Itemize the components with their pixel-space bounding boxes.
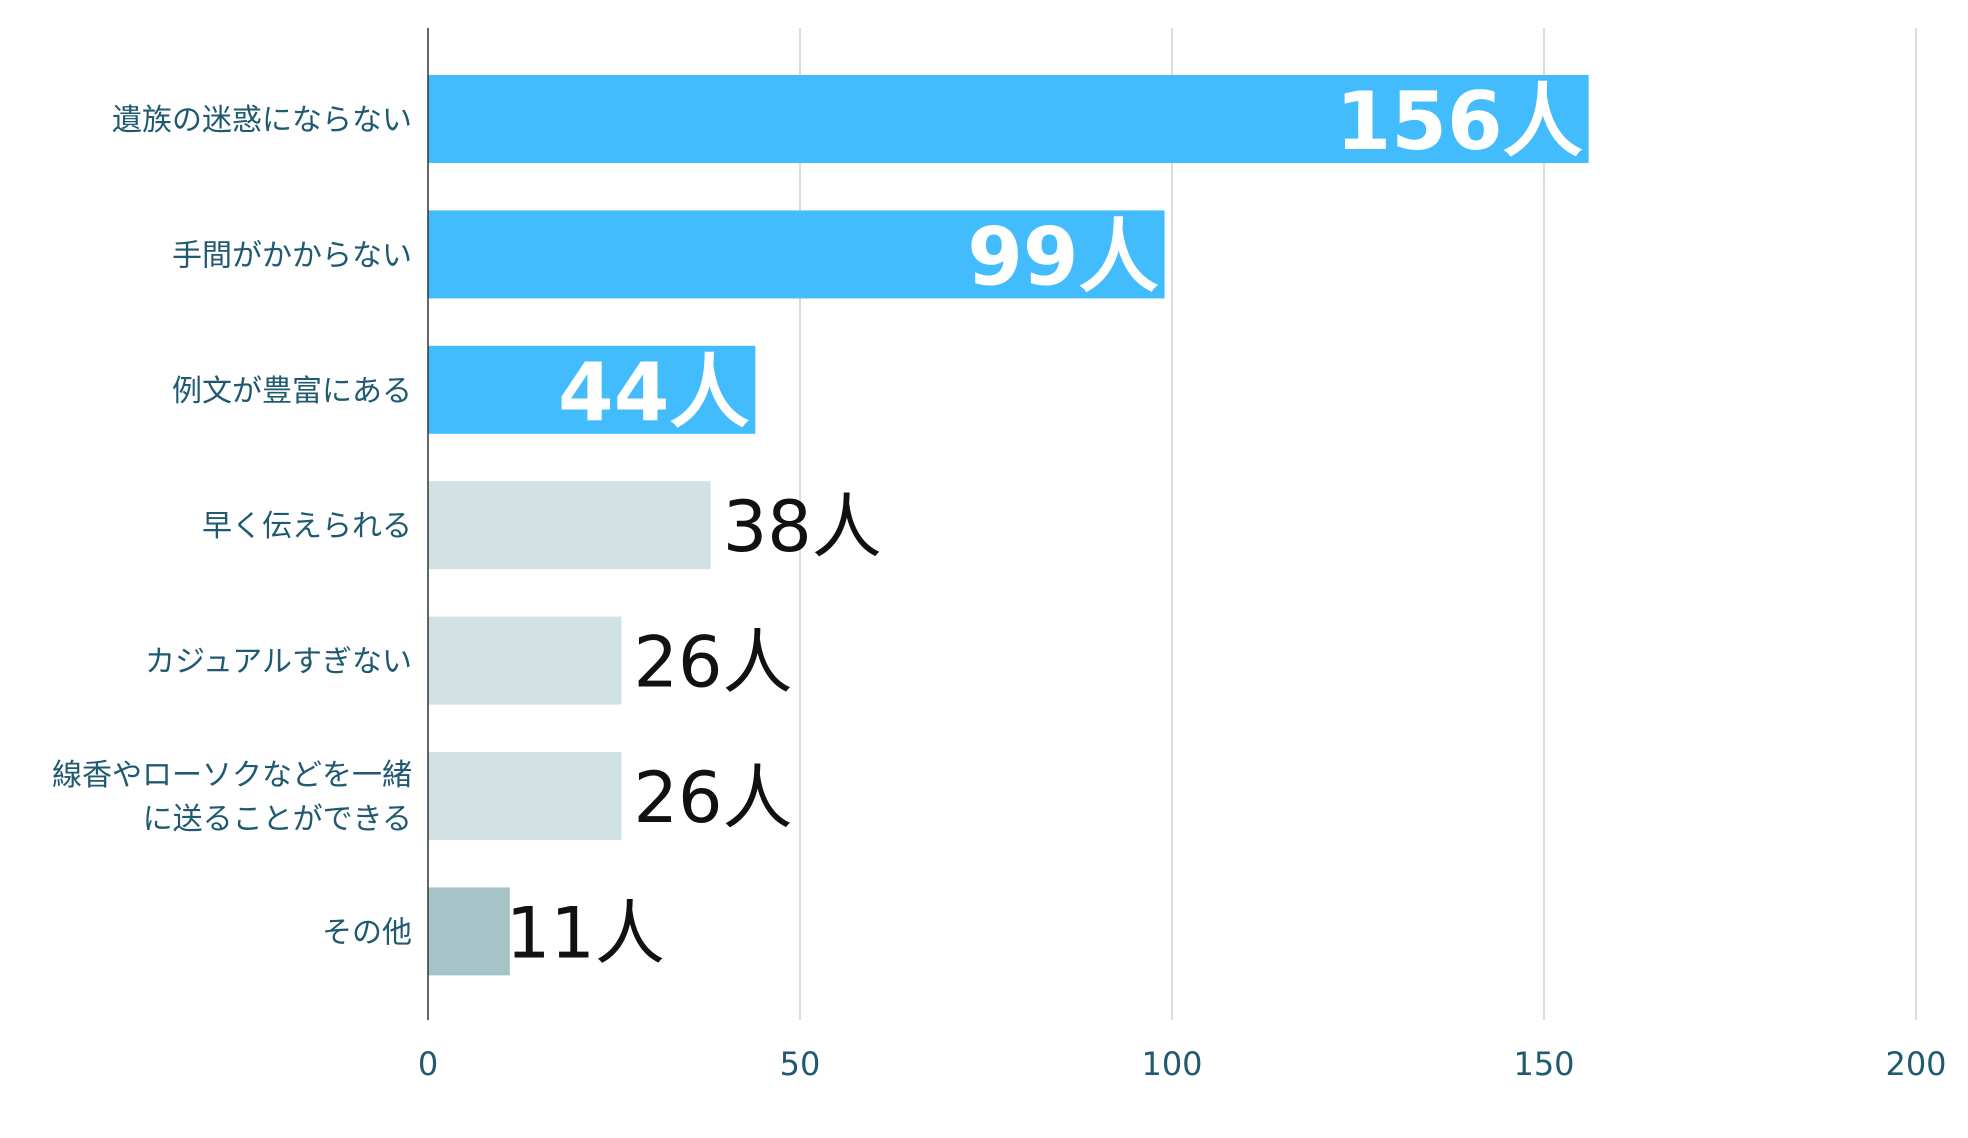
- value-label: 26人: [633, 757, 792, 839]
- x-tick-label: 50: [780, 1045, 821, 1083]
- x-tick-label: 150: [1513, 1045, 1574, 1083]
- category-label: 遺族の迷惑にならない: [112, 103, 412, 138]
- grid-lines: [799, 28, 1917, 1020]
- category-label: 手間がかからない: [172, 238, 412, 273]
- category-labels: 遺族の迷惑にならない手間がかからない例文が豊富にある早く伝えられるカジュアルすぎ…: [52, 103, 412, 950]
- value-label: 26人: [633, 622, 792, 704]
- bar: [428, 616, 622, 705]
- value-label: 11人: [506, 892, 665, 974]
- x-tick-labels: 0 50 100 150 200: [418, 1045, 1947, 1083]
- value-label: 44人: [558, 346, 749, 439]
- bar: [428, 75, 1589, 163]
- category-label: 例文が豊富にある: [172, 374, 412, 409]
- category-label: カジュアルすぎない: [145, 645, 412, 680]
- x-tick-label: 0: [418, 1045, 438, 1083]
- bar: [428, 481, 711, 570]
- bar: [428, 752, 622, 840]
- value-label: 99人: [967, 210, 1158, 303]
- value-labels: 156人 99人 44人 38人 26人 26人 11人: [506, 75, 1583, 974]
- bars: [428, 75, 1589, 976]
- bar: [428, 345, 756, 434]
- x-tick-label: 200: [1885, 1045, 1946, 1083]
- category-label: その他: [322, 915, 412, 950]
- value-label: 38人: [723, 486, 882, 568]
- category-label: 線香やローソクなどを一緒に送ることができる: [52, 758, 412, 837]
- bar: [428, 887, 510, 976]
- value-label: 156人: [1336, 75, 1583, 168]
- x-tick-label: 100: [1141, 1045, 1202, 1083]
- category-label: 早く伝えられる: [202, 509, 412, 544]
- bar: [428, 210, 1165, 299]
